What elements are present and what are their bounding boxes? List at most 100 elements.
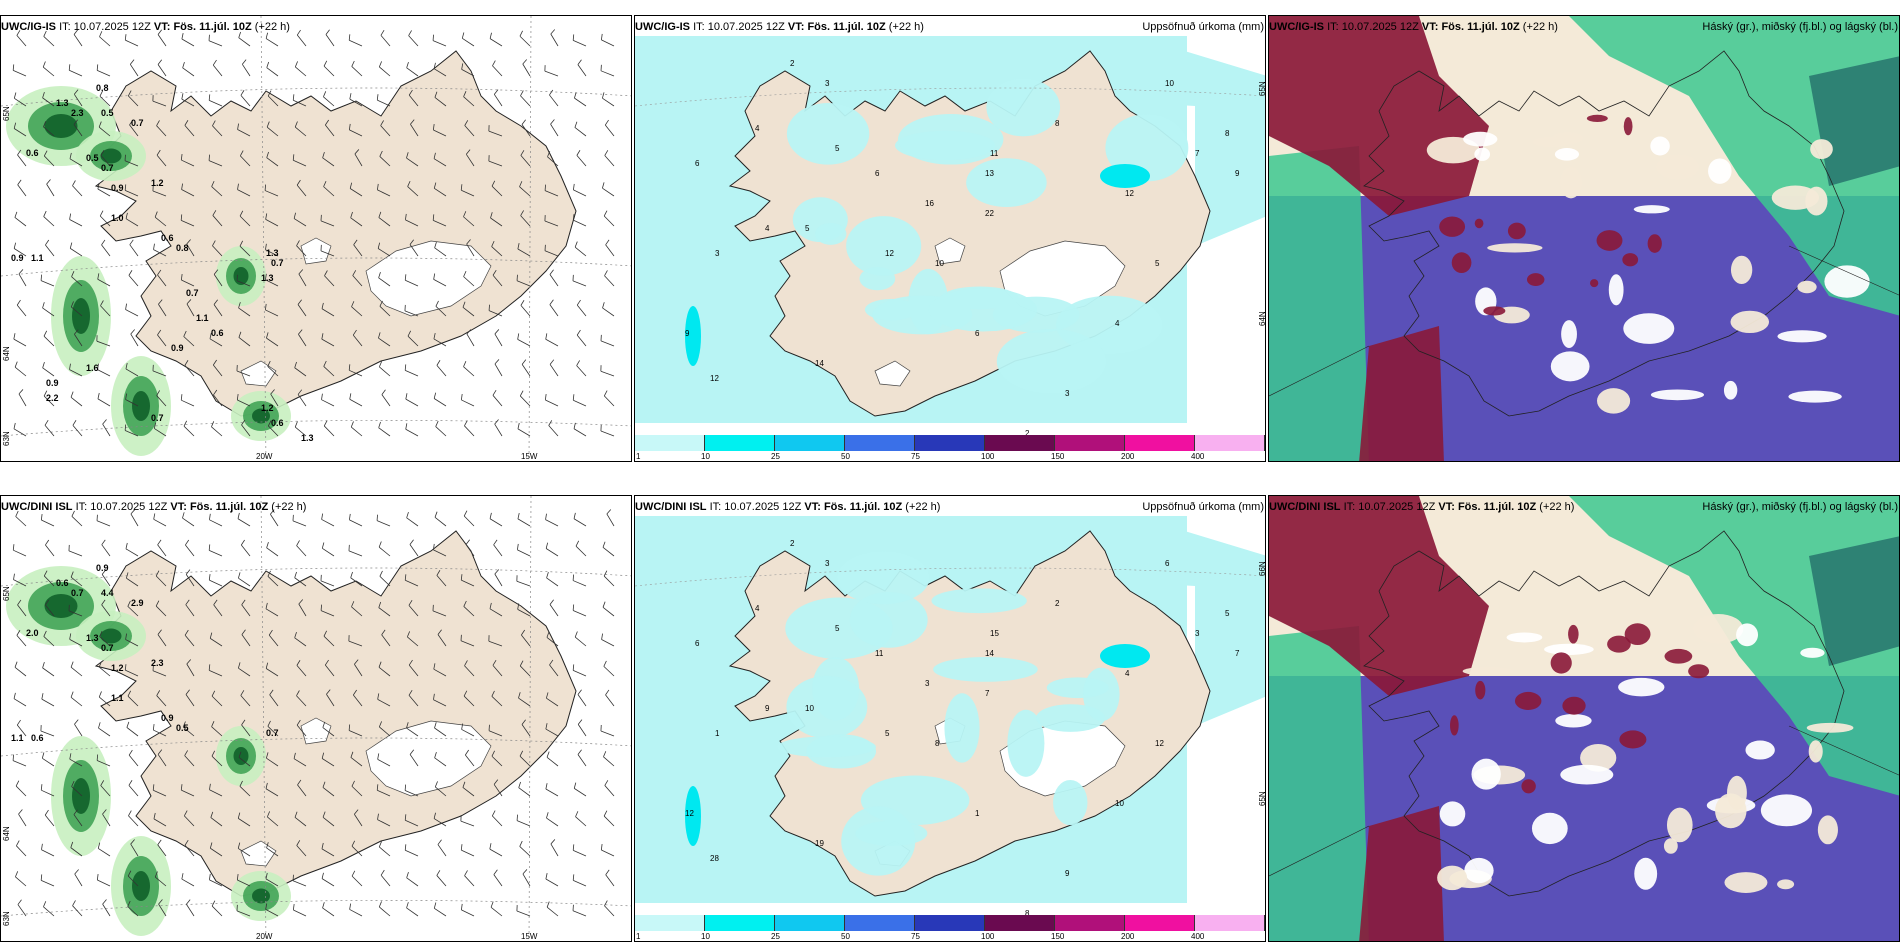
precip-value: 4 <box>765 224 770 233</box>
precip-value: 12 <box>1125 189 1134 198</box>
precip-value: 2 <box>1055 599 1060 608</box>
precip-value: 4 <box>1115 319 1120 328</box>
wind-panel-dini: 0.9 0.6 0.7 4.4 2.9 2.0 1.3 0.7 2.3 1.2 1.1 0.9 0.5 1… <box>0 495 632 942</box>
precip-panel-igis: 2 3 4 5 6 3 4 5 6 10 9 12 14 11 13 22 16 12 10 12 8 6 2 3 4 5 7 8 9 6… <box>634 15 1266 462</box>
precip-value: 5 <box>1155 259 1160 268</box>
precip-value: 2 <box>790 59 795 68</box>
max-gust-label: 1.2 <box>261 403 274 413</box>
precip-value: 3 <box>825 79 830 88</box>
precip-value: 8 <box>935 739 940 748</box>
precip-map: 2 3 4 5 6 3 4 5 6 10 9 12 14 11 13 22 16 12 10 12 8 6 2 3 4 5 7 8 9 6… <box>635 16 1266 435</box>
colorbar-tick: 100 <box>981 932 994 941</box>
colorbar-tick: 1 <box>636 452 640 461</box>
wind-panel-header: UWC/DINI ISL IT: 10.07.2025 12Z VT: Fös.… <box>0 498 632 516</box>
max-gust-label: 1.2 <box>151 178 164 188</box>
max-gust-label: 1.3 <box>56 98 69 108</box>
precip-value: 7 <box>985 689 990 698</box>
precip-panel-header: UWC/IG-IS IT: 10.07.2025 12Z VT: Fös. 11… <box>634 18 1266 36</box>
colorbar-segment <box>705 915 775 931</box>
max-gust-label: 1.2 <box>111 663 124 673</box>
cloud-panel-header: UWC/DINI ISL IT: 10.07.2025 12Z VT: Fös.… <box>1268 498 1900 516</box>
colorbar-tick: 10 <box>701 932 710 941</box>
colorbar-tick: 1 <box>636 932 640 941</box>
precip-value: 7 <box>1195 149 1200 158</box>
precip-value: 16 <box>925 199 934 208</box>
max-gust-label: 0.9 <box>11 253 24 263</box>
max-gust-label: 1.6 <box>86 363 99 373</box>
max-gust-label: 0.8 <box>96 83 109 93</box>
precip-value: 15 <box>990 629 999 638</box>
max-gust-label: 0.7 <box>271 258 284 268</box>
colorbar-segment <box>845 435 915 451</box>
lat-label: 64N <box>2 346 11 361</box>
max-gust-label: 2.0 <box>26 628 39 638</box>
max-gust-label: 0.5 <box>101 108 114 118</box>
precip-colorbar: 1 10 25 50 75 100 150 200 400 <box>635 915 1266 941</box>
precip-value: 9 <box>1065 869 1070 878</box>
colorbar-segment <box>1195 435 1265 451</box>
max-gust-label: 2.9 <box>131 598 144 608</box>
max-gust-label: 0.5 <box>176 723 189 733</box>
precip-value: 10 <box>1115 799 1124 808</box>
colorbar-tick: 200 <box>1121 452 1134 461</box>
precip-value: 22 <box>985 209 994 218</box>
precip-value: 3 <box>925 679 930 688</box>
max-gust-label: 2.3 <box>151 658 164 668</box>
colorbar-segment <box>1195 915 1265 931</box>
precip-value: 5 <box>835 624 840 633</box>
max-gust-label: 4.4 <box>101 588 114 598</box>
colorbar-segment <box>1125 915 1195 931</box>
colorbar-tick: 50 <box>841 932 850 941</box>
precip-value: 14 <box>985 649 994 658</box>
lat-label: 64N <box>2 826 11 841</box>
colorbar-segment <box>775 435 845 451</box>
lat-label: 65N <box>2 106 11 121</box>
max-gust-label: 0.8 <box>176 243 189 253</box>
precip-value: 10 <box>1165 79 1174 88</box>
lon-label: 15W <box>521 452 538 461</box>
precip-value: 1 <box>975 809 980 818</box>
precip-value: 11 <box>875 649 884 658</box>
cloud-panel-header: UWC/IG-IS IT: 10.07.2025 12Z VT: Fös. 11… <box>1268 18 1900 36</box>
colorbar-tick: 75 <box>911 452 920 461</box>
max-gust-label: 0.7 <box>71 588 84 598</box>
max-gust-label: 0.6 <box>271 418 284 428</box>
lon-label: 15W <box>521 932 538 941</box>
max-gust-label: 1.1 <box>111 693 124 703</box>
precip-value: 3 <box>1195 629 1200 638</box>
max-gust-label: 0.9 <box>46 378 59 388</box>
precip-value: 14 <box>815 359 824 368</box>
colorbar-tick: 400 <box>1191 932 1204 941</box>
precip-value: 11 <box>990 149 999 158</box>
cloud-panel-igis <box>1268 15 1900 462</box>
wind-map: 0.81.32.3 0.50.70.6 0.50.71.20.91.00.60.80… <box>1 16 632 462</box>
precip-value: 4 <box>755 124 760 133</box>
precip-value: 8 <box>1055 119 1060 128</box>
max-gust-label: 0.7 <box>101 643 114 653</box>
colorbar-segment <box>705 435 775 451</box>
lat-label: 64N <box>1258 311 1266 326</box>
lon-label: 20W <box>256 932 273 941</box>
max-gust-label: 1.1 <box>31 253 44 263</box>
colorbar-segment <box>915 915 985 931</box>
wind-map: 0.90.60.7 4.42.92.0 1.30.72.31.21.10.90.51… <box>1 496 632 942</box>
precip-value: 6 <box>875 169 880 178</box>
lat-label: 65N <box>1258 791 1266 806</box>
cloud-panel-dini <box>1268 495 1900 942</box>
max-gust-label: 0.5 <box>86 153 99 163</box>
precip-value: 6 <box>975 329 980 338</box>
precip-value: 1 <box>715 729 720 738</box>
precip-value: 2 <box>790 539 795 548</box>
precip-value: 9 <box>685 329 690 338</box>
max-gust-label: 0.9 <box>96 563 109 573</box>
precip-value: 12 <box>710 374 719 383</box>
precip-value: 13 <box>985 169 994 178</box>
max-gust-label: 1.1 <box>11 733 24 743</box>
precip-value: 7 <box>1235 649 1240 658</box>
colorbar-segment <box>845 915 915 931</box>
precip-value: 3 <box>1065 389 1070 398</box>
colorbar-segment <box>985 435 1055 451</box>
max-gust-label: 1.1 <box>196 313 209 323</box>
colorbar-tick: 25 <box>771 452 780 461</box>
